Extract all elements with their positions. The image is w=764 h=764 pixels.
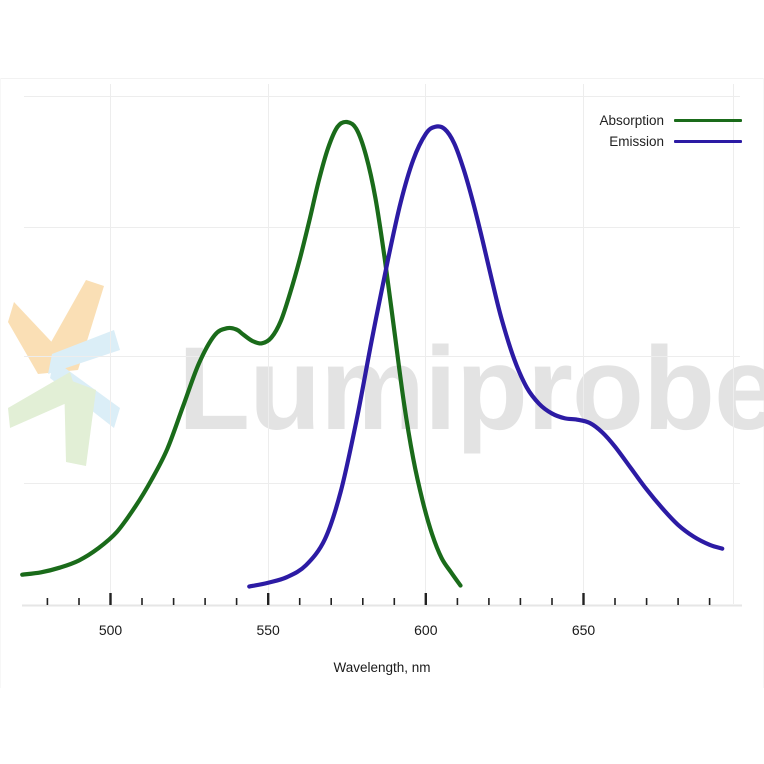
- x-axis-ticks: [46, 593, 711, 605]
- x-tick-label: 500: [98, 622, 123, 638]
- lumiprobe-watermark-text: Lumiprobe: [178, 323, 764, 455]
- figure-frame-top: [0, 78, 764, 79]
- figure-frame-left: [0, 78, 1, 688]
- legend-swatch-emission: [674, 139, 742, 144]
- x-tick-label: 650: [571, 622, 596, 638]
- x-tick-label: 600: [414, 622, 438, 638]
- legend-swatch-absorption: [674, 118, 742, 123]
- x-tick-label: 550: [256, 622, 280, 638]
- legend-label-emission: Emission: [609, 134, 664, 149]
- vertical-gridlines: [110, 84, 734, 604]
- emission-curve: [247, 124, 725, 589]
- legend-item-emission[interactable]: Emission: [556, 131, 742, 152]
- legend-item-absorption[interactable]: Absorption: [556, 110, 742, 131]
- legend-label-absorption: Absorption: [599, 113, 664, 128]
- legend: Absorption Emission: [556, 110, 742, 152]
- absorption-curve: [20, 119, 463, 588]
- lumiprobe-logo-mark-watermark: [8, 280, 120, 466]
- x-axis-title: Wavelength, nm: [333, 660, 431, 675]
